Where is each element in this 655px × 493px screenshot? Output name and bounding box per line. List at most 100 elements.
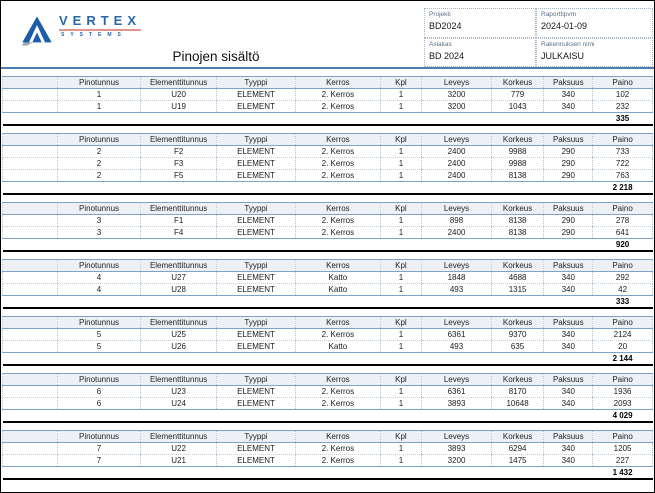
column-header <box>2 259 58 272</box>
section-total-weight: 333 <box>615 297 630 306</box>
table-header-row: Pinotunnus Elementtitunnus Tyyppi Kerros Kpl… <box>2 202 653 215</box>
table-cell: 641 <box>592 226 653 239</box>
table-cell: 2. Kerros <box>295 454 381 467</box>
column-header: Korkeus <box>490 430 544 443</box>
table-cell: F4 <box>140 226 217 239</box>
table-cell: 4 <box>56 271 141 284</box>
column-header: Korkeus <box>490 133 544 146</box>
table-cell: 1 <box>379 145 422 158</box>
table-cell: 1 <box>379 214 422 227</box>
column-header: Leveys <box>421 316 492 329</box>
pile-section-table-3: Pinotunnus Elementtitunnus Tyyppi Kerros Kpl… <box>2 202 653 252</box>
table-cell: ELEMENT <box>215 283 296 296</box>
table-cell: ELEMENT <box>215 397 296 410</box>
project-info-box: Projekti BD2024 Raporttipvm 2024-01-09 A… <box>424 8 653 67</box>
table-cell: 340 <box>543 283 593 296</box>
table-cell: 722 <box>592 157 653 170</box>
row-spacer-cell <box>2 385 58 398</box>
column-header: Paino <box>592 76 653 89</box>
pile-section-table-4: Pinotunnus Elementtitunnus Tyyppi Kerros Kpl… <box>2 259 653 309</box>
table-cell: ELEMENT <box>215 88 296 101</box>
column-header: Leveys <box>421 133 492 146</box>
row-spacer-cell <box>2 145 58 158</box>
info-label: Projekti <box>429 11 451 18</box>
row-spacer-cell <box>2 100 58 113</box>
table-row: 4 U28 ELEMENT Katto 1 493 1315 340 42 <box>2 283 653 296</box>
table-cell: 3200 <box>421 100 492 113</box>
column-header: Leveys <box>421 259 492 272</box>
table-cell: U19 <box>140 100 217 113</box>
table-cell: Katto <box>295 271 381 284</box>
row-spacer-cell <box>2 454 58 467</box>
table-cell: 42 <box>592 283 653 296</box>
info-value: BD2024 <box>429 21 462 31</box>
table-cell: F2 <box>140 145 217 158</box>
table-row: 7 U21 ELEMENT 2. Kerros 1 3200 1475 340 227 <box>2 454 653 467</box>
column-header: Leveys <box>421 373 492 386</box>
section-total-weight: 2 144 <box>612 354 633 363</box>
table-cell: ELEMENT <box>215 328 296 341</box>
table-cell: ELEMENT <box>215 385 296 398</box>
table-cell: 1 <box>379 328 422 341</box>
row-spacer-cell <box>2 157 58 170</box>
table-cell: 3893 <box>421 397 492 410</box>
table-cell: 6294 <box>490 442 544 455</box>
column-header: Pinotunnus <box>56 316 141 329</box>
table-cell: ELEMENT <box>215 271 296 284</box>
section-total-row: 4 029 <box>3 410 653 423</box>
table-cell: 5 <box>56 328 141 341</box>
total-spacer <box>3 410 593 423</box>
column-header: Kpl <box>379 133 422 146</box>
table-cell: 493 <box>421 340 492 353</box>
table-cell: 2. Kerros <box>295 226 381 239</box>
table-cell: 1043 <box>490 100 544 113</box>
table-cell: 733 <box>592 145 653 158</box>
column-header: Kerros <box>295 133 381 146</box>
section-total-weight: 2 218 <box>612 183 633 192</box>
brand-name: VERTEX <box>59 13 142 31</box>
table-cell: Katto <box>295 283 381 296</box>
column-header: Tyyppi <box>215 133 296 146</box>
column-header: Elementtitunnus <box>140 76 217 89</box>
column-header: Kerros <box>295 76 381 89</box>
table-cell: 1 <box>379 226 422 239</box>
column-header: Pinotunnus <box>56 373 141 386</box>
table-cell: 6361 <box>421 385 492 398</box>
info-cell-report-date: Raporttipvm 2024-01-09 <box>536 8 653 38</box>
table-cell: ELEMENT <box>215 100 296 113</box>
table-cell: 6361 <box>421 328 492 341</box>
column-header: Paksuus <box>543 259 593 272</box>
table-cell: 1 <box>379 88 422 101</box>
table-cell: U23 <box>140 385 217 398</box>
table-cell: 340 <box>543 100 593 113</box>
column-header: Elementtitunnus <box>140 133 217 146</box>
table-cell: 2400 <box>421 169 492 182</box>
table-cell: 5 <box>56 340 141 353</box>
table-cell: 340 <box>543 340 593 353</box>
table-row: 3 F4 ELEMENT 2. Kerros 1 2400 8138 290 641 <box>2 226 653 239</box>
total-spacer <box>3 239 593 252</box>
column-header: Kerros <box>295 316 381 329</box>
table-cell: 1315 <box>490 283 544 296</box>
column-header <box>2 373 58 386</box>
table-cell: 340 <box>543 271 593 284</box>
table-cell: ELEMENT <box>215 169 296 182</box>
table-row: 2 F5 ELEMENT 2. Kerros 1 2400 8138 290 763 <box>2 169 653 182</box>
table-cell: 763 <box>592 169 653 182</box>
column-header: Korkeus <box>490 259 544 272</box>
vertex-logo: VERTEX SYSTEMS <box>21 13 142 54</box>
column-header: Paino <box>592 259 653 272</box>
row-spacer-cell <box>2 169 58 182</box>
report-body: Pinotunnus Elementtitunnus Tyyppi Kerros Kpl… <box>1 76 654 480</box>
table-cell: 1 <box>379 454 422 467</box>
row-spacer-cell <box>2 340 58 353</box>
table-cell: 2. Kerros <box>295 442 381 455</box>
column-header <box>2 76 58 89</box>
table-cell: 2. Kerros <box>295 397 381 410</box>
pile-section-table-7: Pinotunnus Elementtitunnus Tyyppi Kerros Kpl… <box>2 430 653 480</box>
column-header: Leveys <box>421 430 492 443</box>
column-header: Kpl <box>379 259 422 272</box>
column-header: Kpl <box>379 76 422 89</box>
table-cell: 2400 <box>421 157 492 170</box>
